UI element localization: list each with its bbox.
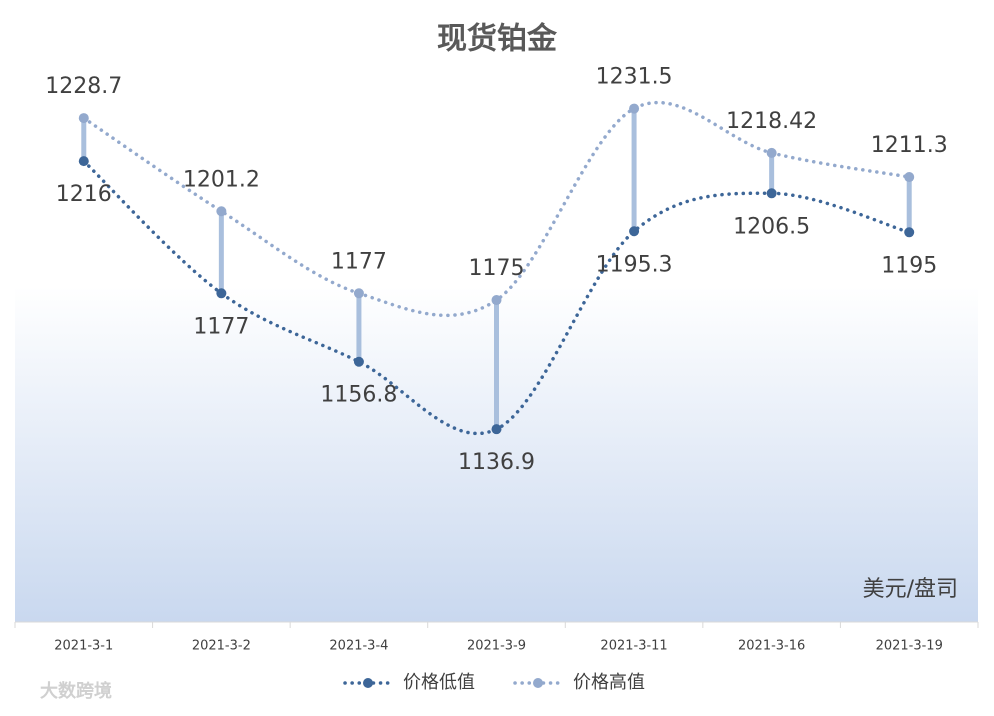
x-tick-label: 2021-3-9 (467, 639, 526, 654)
data-label: 1218.42 (726, 109, 817, 134)
x-tick-label: 2021-3-19 (876, 639, 943, 654)
marker (766, 147, 777, 158)
data-label: 1177 (331, 249, 387, 274)
data-label: 1216 (56, 182, 112, 207)
data-label: 1206.5 (733, 214, 810, 239)
marker (78, 113, 89, 124)
x-tick-label: 2021-3-11 (600, 639, 667, 654)
marker (216, 206, 227, 217)
marker (491, 424, 502, 435)
x-tick-label: 2021-3-16 (738, 639, 805, 654)
marker (353, 356, 364, 367)
x-tick-label: 2021-3-1 (54, 639, 113, 654)
data-label: 1201.2 (183, 167, 260, 192)
unit-label: 美元/盘司 (863, 577, 958, 602)
marker (78, 156, 89, 167)
legend-label: 价格低值 (403, 672, 475, 693)
chart-title: 现货铂金 (437, 22, 558, 57)
data-label: 1156.8 (320, 383, 397, 408)
data-label: 1211.3 (871, 133, 948, 158)
marker (353, 288, 364, 299)
marker (904, 227, 915, 238)
legend-label: 价格高值 (573, 672, 645, 693)
legend-marker (363, 678, 373, 688)
data-label: 1195.3 (596, 252, 673, 277)
legend-marker (533, 678, 543, 688)
data-label: 1195 (881, 253, 937, 278)
data-label: 1228.7 (45, 74, 122, 99)
marker (629, 226, 640, 237)
marker (766, 188, 777, 199)
data-label: 1177 (193, 314, 249, 339)
series-line (82, 100, 911, 318)
x-tick-label: 2021-3-2 (192, 639, 251, 654)
marker (491, 295, 502, 306)
marker (216, 288, 227, 299)
data-label: 1231.5 (596, 65, 673, 90)
watermark: 大数跨境 (40, 680, 112, 702)
marker (629, 103, 640, 114)
marker (904, 172, 915, 183)
data-label: 1136.9 (458, 450, 535, 475)
data-label: 1175 (469, 256, 525, 281)
x-tick-label: 2021-3-4 (329, 639, 388, 654)
